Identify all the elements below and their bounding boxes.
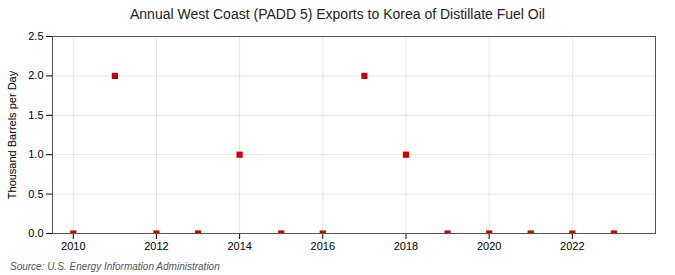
svg-text:2022: 2022 [560,240,584,252]
svg-text:2010: 2010 [61,240,85,252]
svg-text:2.5: 2.5 [28,30,43,42]
svg-text:0.0: 0.0 [28,227,43,239]
svg-text:2018: 2018 [394,240,418,252]
html-text:Annual West Coast (PADD 5) Exp: Annual West Coast (PADD 5) Exports to Ko… [130,6,545,22]
svg-text:2012: 2012 [144,240,168,252]
svg-text:1.5: 1.5 [28,109,43,121]
svg-text:2020: 2020 [477,240,501,252]
svg-text:1.0: 1.0 [28,148,43,160]
html-text:Source: U.S. Energy Informatio: Source: U.S. Energy Information Administ… [10,261,220,272]
svg-text:0.5: 0.5 [28,188,43,200]
svg-text:2.0: 2.0 [28,69,43,81]
svg-text:Thousand Barrels per Day: Thousand Barrels per Day [6,70,18,199]
svg-text:2014: 2014 [227,240,251,252]
svg-text:2016: 2016 [311,240,335,252]
